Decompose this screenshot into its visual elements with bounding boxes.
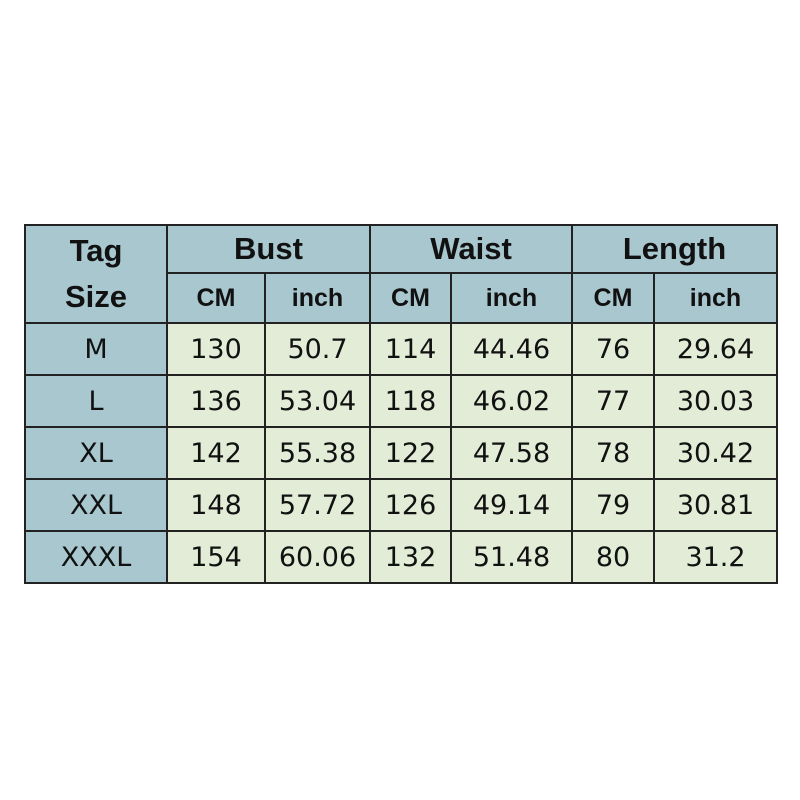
size-cell: XXL <box>24 478 168 532</box>
size-chart-table: Tag Size Bust Waist Length CM inch CM inc… <box>24 224 778 584</box>
value-cell: 30.03 <box>653 374 778 428</box>
value-cell: 76 <box>571 322 655 376</box>
value-cell: 130 <box>166 322 266 376</box>
value-cell: 50.7 <box>264 322 371 376</box>
value-cell: 77 <box>571 374 655 428</box>
unit-header: inch <box>653 272 778 324</box>
value-cell: 46.02 <box>450 374 573 428</box>
value-cell: 30.42 <box>653 426 778 480</box>
table-row: XL 142 55.38 122 47.58 78 30.42 <box>24 426 778 480</box>
size-cell: XL <box>24 426 168 480</box>
tag-label: Tag <box>69 233 123 268</box>
value-cell: 29.64 <box>653 322 778 376</box>
table-row: M 130 50.7 114 44.46 76 29.64 <box>24 322 778 376</box>
value-cell: 118 <box>369 374 452 428</box>
value-cell: 49.14 <box>450 478 573 532</box>
length-header: Length <box>571 224 778 274</box>
size-cell: M <box>24 322 168 376</box>
value-cell: 78 <box>571 426 655 480</box>
table-row: XXL 148 57.72 126 49.14 79 30.81 <box>24 478 778 532</box>
waist-header: Waist <box>369 224 573 274</box>
value-cell: 148 <box>166 478 266 532</box>
value-cell: 47.58 <box>450 426 573 480</box>
value-cell: 55.38 <box>264 426 371 480</box>
value-cell: 136 <box>166 374 266 428</box>
value-cell: 154 <box>166 530 266 584</box>
tag-size-header: Tag Size <box>24 224 168 324</box>
unit-header: CM <box>369 272 452 324</box>
value-cell: 30.81 <box>653 478 778 532</box>
unit-header: inch <box>264 272 371 324</box>
unit-header: CM <box>166 272 266 324</box>
value-cell: 79 <box>571 478 655 532</box>
value-cell: 132 <box>369 530 452 584</box>
size-cell: XXXL <box>24 530 168 584</box>
value-cell: 142 <box>166 426 266 480</box>
bust-header: Bust <box>166 224 371 274</box>
unit-header: inch <box>450 272 573 324</box>
size-label: Size <box>64 279 128 314</box>
value-cell: 122 <box>369 426 452 480</box>
unit-header: CM <box>571 272 655 324</box>
table-row: XXXL 154 60.06 132 51.48 80 31.2 <box>24 530 778 584</box>
value-cell: 51.48 <box>450 530 573 584</box>
value-cell: 44.46 <box>450 322 573 376</box>
value-cell: 114 <box>369 322 452 376</box>
value-cell: 126 <box>369 478 452 532</box>
value-cell: 31.2 <box>653 530 778 584</box>
value-cell: 53.04 <box>264 374 371 428</box>
value-cell: 57.72 <box>264 478 371 532</box>
size-cell: L <box>24 374 168 428</box>
value-cell: 80 <box>571 530 655 584</box>
value-cell: 60.06 <box>264 530 371 584</box>
table-row: L 136 53.04 118 46.02 77 30.03 <box>24 374 778 428</box>
